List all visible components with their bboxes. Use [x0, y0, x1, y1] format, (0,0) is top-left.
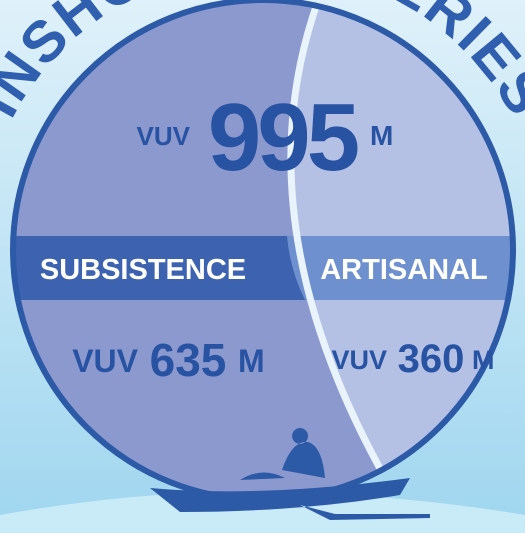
total-currency: VUV [137, 121, 191, 151]
infographic: INSHORE FISHERIES VUV 995 M SUBSISTENCE … [0, 0, 525, 533]
segment-currency: VUV [331, 345, 387, 375]
segment-label: SUBSISTENCE [40, 254, 246, 286]
segment-value: 360 [398, 337, 465, 381]
segment-currency: VUV [72, 343, 138, 379]
segment-label: ARTISANAL [320, 254, 488, 286]
segment-unit: M [238, 343, 265, 379]
segment-value: 635 [150, 334, 227, 386]
total-unit: M [370, 120, 393, 151]
page: INSHORE FISHERIES VUV 995 M SUBSISTENCE … [0, 0, 525, 533]
segment-unit: M [472, 345, 495, 375]
total-value: 995 [208, 84, 358, 191]
